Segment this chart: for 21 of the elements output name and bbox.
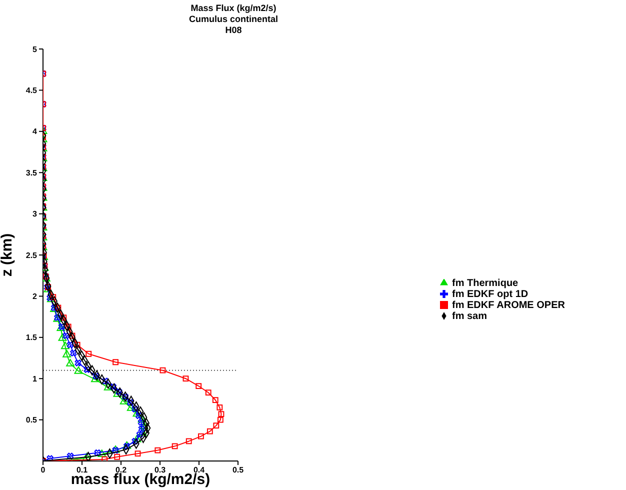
legend-label: fm EDKF opt 1D (452, 289, 528, 300)
y-tick-label: 1 (32, 374, 38, 384)
legend-label: fm EDKF AROME OPER (452, 300, 565, 311)
y-tick-label: 3.5 (26, 168, 38, 178)
y-tick-label: 3 (32, 210, 38, 219)
x-tick-label: 0.3 (154, 466, 166, 475)
y-tick-label: 2 (32, 292, 38, 302)
y-tick-label: 5 (32, 44, 38, 54)
y-tick-label: 0.5 (26, 416, 38, 425)
y-tick-label: 2.5 (26, 250, 38, 260)
legend-label: fm sam (452, 311, 488, 322)
x-tick-label: 0.1 (76, 466, 88, 475)
y-tick-label: 4 (32, 127, 38, 136)
chart-subtitle: Cumulus continental H08 (188, 14, 279, 36)
y-axis-title: z (km) (0, 233, 16, 277)
y-tick-label: 1.5 (26, 333, 38, 342)
y-tick-label: 4.5 (26, 86, 38, 96)
chart-title: Mass Flux (kg/m2/s) (190, 3, 278, 14)
x-tick-label: 0 (40, 466, 46, 475)
legend-label: fm Thermique (452, 278, 518, 289)
x-tick-label: 0.5 (232, 466, 244, 475)
